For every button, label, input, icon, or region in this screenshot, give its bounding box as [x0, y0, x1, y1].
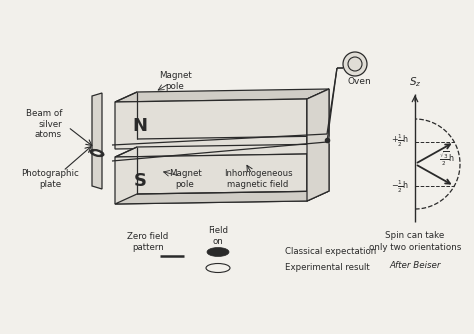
Text: Magnet
pole: Magnet pole — [159, 71, 191, 91]
Polygon shape — [307, 89, 329, 201]
Text: Magnet
pole: Magnet pole — [169, 169, 201, 189]
Polygon shape — [92, 93, 102, 189]
Ellipse shape — [92, 151, 101, 155]
Text: Experimental result: Experimental result — [285, 264, 370, 273]
Polygon shape — [307, 89, 329, 146]
Polygon shape — [115, 99, 307, 149]
Text: only two orientations: only two orientations — [369, 243, 461, 253]
Ellipse shape — [207, 247, 229, 257]
Text: $S_z$: $S_z$ — [409, 75, 421, 89]
Text: Spin can take: Spin can take — [385, 231, 445, 240]
Text: Photographic
plate: Photographic plate — [21, 169, 79, 189]
Polygon shape — [115, 144, 329, 157]
Polygon shape — [115, 89, 329, 102]
Ellipse shape — [206, 264, 230, 273]
Text: Beam of
silver
atoms: Beam of silver atoms — [26, 109, 62, 139]
Text: S: S — [134, 171, 146, 189]
Text: Field
on: Field on — [208, 226, 228, 246]
Text: Classical expectation: Classical expectation — [285, 247, 376, 257]
Text: $+\frac{1}{2}$h: $+\frac{1}{2}$h — [392, 133, 409, 149]
Text: N: N — [133, 117, 147, 135]
Text: Oven: Oven — [347, 76, 371, 86]
Ellipse shape — [90, 149, 104, 157]
Text: After Beiser: After Beiser — [389, 262, 441, 271]
Polygon shape — [307, 144, 329, 201]
Polygon shape — [115, 191, 329, 204]
Text: Inhomogeneous
magnetic field: Inhomogeneous magnetic field — [224, 169, 292, 189]
Text: $\frac{\sqrt{3}}{2}$h: $\frac{\sqrt{3}}{2}$h — [439, 150, 455, 168]
Polygon shape — [115, 154, 307, 204]
Circle shape — [343, 52, 367, 76]
Text: $-\frac{1}{2}$h: $-\frac{1}{2}$h — [392, 179, 409, 195]
Text: Zero field
pattern: Zero field pattern — [128, 232, 169, 252]
